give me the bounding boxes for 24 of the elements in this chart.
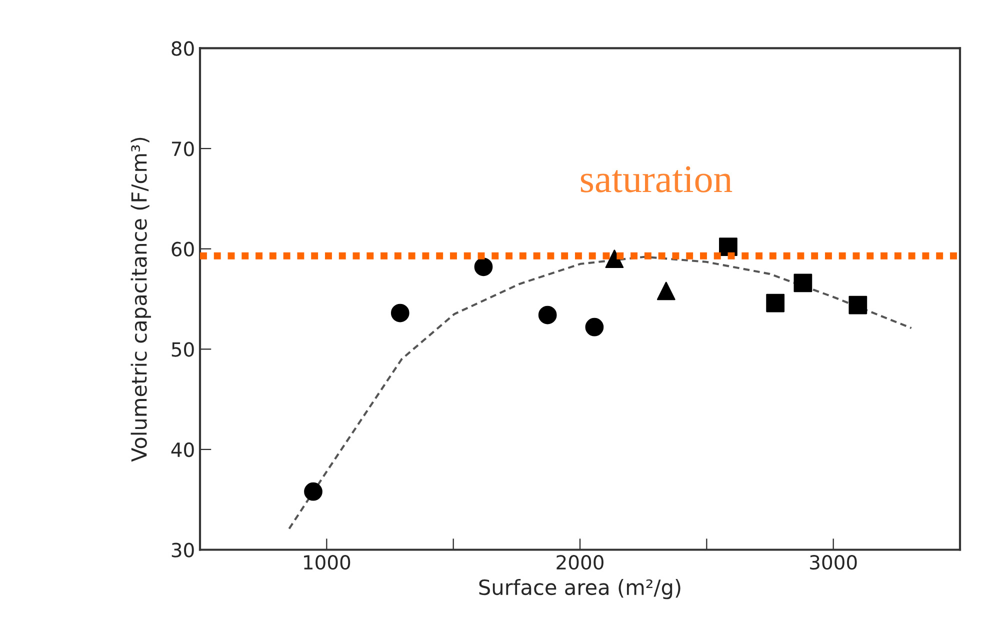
x-tick-label: 1000: [304, 554, 350, 570]
x-axis-title: Surface area (m²/g): [479, 579, 680, 600]
point: [605, 250, 624, 268]
point: [538, 306, 557, 324]
point: [766, 294, 785, 312]
point: [390, 304, 410, 322]
y-axis-title: Volumetric capacitance (F/cm³): [130, 138, 151, 462]
point: [474, 258, 493, 276]
point: [656, 282, 676, 300]
y-tick-label: 30: [172, 542, 194, 558]
line-series: [288, 256, 912, 530]
point: [304, 482, 322, 501]
y-tick-label: 50: [172, 342, 194, 357]
x-tick-label: 3000: [810, 554, 857, 570]
y-tick-label: 60: [172, 242, 194, 257]
x-tick-label: 2000: [556, 554, 604, 570]
point: [719, 238, 738, 256]
y-tick-label: 80: [172, 41, 194, 56]
y-tick-label: 40: [171, 442, 194, 458]
point: [794, 274, 812, 292]
point: [585, 318, 604, 336]
point: [848, 296, 868, 314]
y-tick-label: 70: [172, 141, 194, 156]
ref-line-label: saturation: [580, 166, 732, 192]
